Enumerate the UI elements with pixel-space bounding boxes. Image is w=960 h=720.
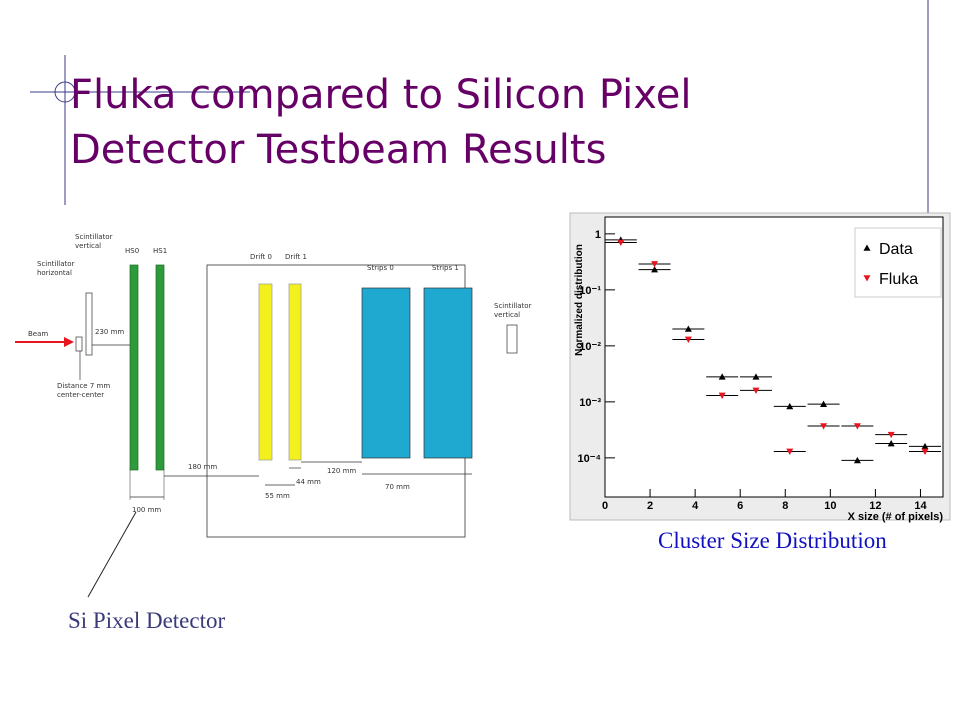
- x-tick-label: 14: [914, 500, 927, 512]
- point: [651, 261, 659, 268]
- diagram-caption: Si Pixel Detector: [68, 608, 226, 633]
- diagram-label: Drift 1: [285, 253, 307, 261]
- legend-marker: [863, 275, 871, 282]
- legend-marker: [863, 244, 871, 251]
- diagram-label: Strips 1: [432, 264, 459, 272]
- x-tick-label: 0: [602, 500, 608, 512]
- point: [684, 325, 692, 332]
- diagram-label: 120 mm: [327, 467, 357, 475]
- point: [786, 402, 794, 410]
- point: [651, 266, 659, 273]
- x-tick-label: 10: [824, 500, 836, 512]
- y-tick-label: 10⁻¹: [579, 285, 601, 297]
- diagram-label: 44 mm: [296, 478, 321, 486]
- y-tick-label: 10⁻⁴: [578, 453, 601, 465]
- point: [853, 423, 861, 430]
- point: [887, 431, 895, 439]
- x-axis-label: X size (# of pixels): [848, 511, 944, 523]
- diagram-label: Scintillator horizontal: [37, 260, 75, 277]
- x-tick-label: 8: [782, 500, 788, 512]
- slide-title: Detector Testbeam Results: [70, 127, 607, 173]
- diagram-label: 100 mm: [132, 506, 162, 514]
- point: [786, 448, 794, 455]
- diagram-label: HS0: [125, 247, 140, 255]
- y-tick-label: 1: [595, 229, 601, 241]
- point: [718, 392, 726, 399]
- slide-title: Fluka compared to Silicon Pixel: [70, 72, 692, 118]
- point: [820, 400, 828, 407]
- diagram-label: 230 mm: [95, 328, 125, 336]
- point: [752, 373, 760, 380]
- point: [617, 239, 625, 247]
- point: [921, 448, 929, 455]
- diagram-label: Drift 0: [250, 253, 272, 261]
- x-tick-label: 4: [692, 500, 699, 512]
- diagram-label: 55 mm: [265, 492, 290, 500]
- legend-label: Data: [879, 241, 913, 258]
- legend-label: Fluka: [879, 271, 918, 288]
- point: [887, 440, 895, 447]
- point: [921, 442, 929, 450]
- y-tick-label: 10⁻³: [579, 397, 601, 409]
- diagram-label: 70 mm: [385, 483, 410, 491]
- chart-caption: Cluster Size Distribution: [658, 528, 887, 553]
- diagram-label: Scintillator vertical: [494, 302, 532, 319]
- diagram-label: Strips 0: [367, 264, 394, 272]
- point: [820, 423, 828, 430]
- y-tick-label: 10⁻²: [579, 341, 601, 353]
- x-tick-label: 12: [869, 500, 881, 512]
- point: [853, 456, 861, 464]
- y-axis-label: Normalized distribution: [574, 244, 585, 356]
- diagram-label: HS1: [153, 247, 168, 255]
- point: [752, 387, 760, 394]
- x-tick-label: 2: [647, 500, 653, 512]
- point: [684, 336, 692, 343]
- diagram-label: Beam: [28, 330, 49, 338]
- legend-box: [854, 227, 942, 298]
- x-tick-label: 6: [737, 500, 743, 512]
- diagram-label: Distance 7 mm center-center: [57, 382, 111, 399]
- diagram-label: Scintillator vertical: [75, 233, 113, 250]
- diagram-label: 180 mm: [188, 463, 218, 471]
- point: [718, 373, 726, 380]
